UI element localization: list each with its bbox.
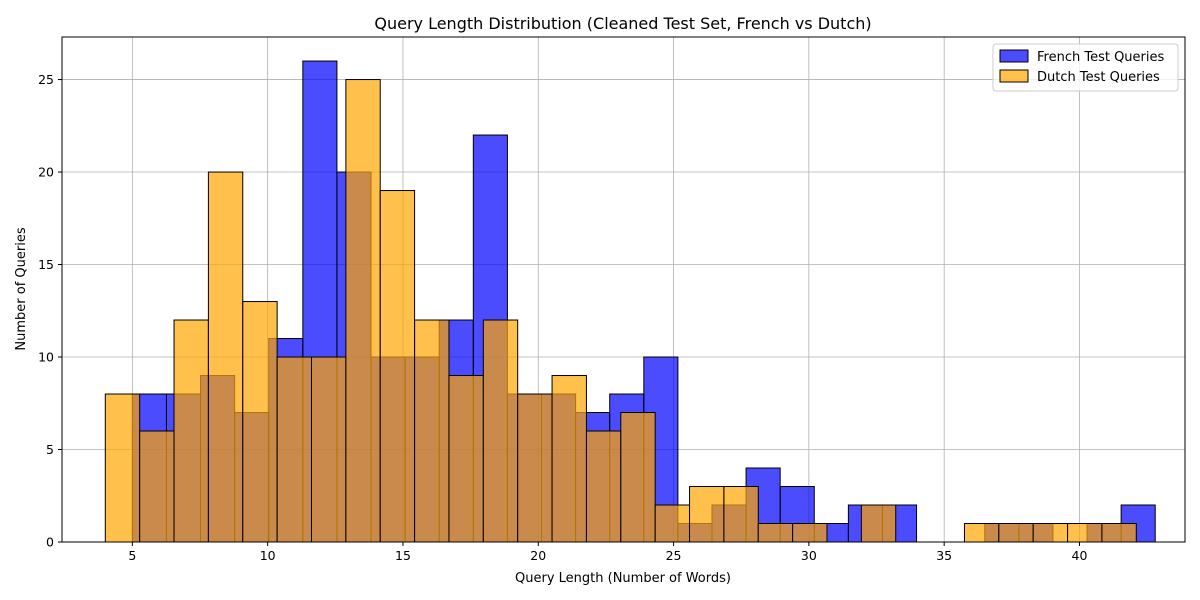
dutch-bar	[104, 393, 141, 543]
x-tick-label: 15	[395, 548, 411, 563]
x-tick-label: 10	[260, 548, 276, 563]
x-tick-label: 30	[801, 548, 817, 563]
legend-swatch-french	[999, 49, 1029, 63]
dutch-bar	[654, 504, 691, 543]
y-tick-label: 20	[38, 165, 54, 180]
dutch-bar	[139, 430, 175, 543]
y-tick-label: 5	[46, 442, 54, 457]
dutch-bar	[448, 375, 484, 543]
dutch-bar	[963, 523, 1000, 543]
legend-swatch-dutch	[999, 69, 1029, 83]
plot-frame	[61, 36, 1186, 543]
x-tick-label: 20	[530, 548, 546, 563]
dutch-bar	[585, 430, 622, 543]
dutch-bar	[1067, 523, 1103, 543]
dutch-bar	[757, 523, 794, 543]
x-tick-label: 25	[666, 548, 682, 563]
x-axis-label: Query Length (Number of Words)	[515, 571, 731, 586]
y-axis-label: Number of Queries	[14, 227, 29, 350]
dutch-bar	[310, 356, 347, 543]
dutch-bar	[998, 523, 1034, 543]
y-tick-label: 15	[38, 257, 54, 272]
dutch-bar	[173, 319, 209, 543]
chart-title: Query Length Distribution (Cleaned Test …	[374, 14, 871, 33]
dutch-bar	[723, 486, 759, 543]
y-tick-label: 25	[38, 72, 54, 87]
x-tick-label: 35	[936, 548, 952, 563]
dutch-bar	[860, 504, 897, 543]
x-axis-ticks: 5 10 15 20 25 30 35 40	[128, 542, 1087, 563]
dutch-bar	[517, 393, 553, 543]
dutch-bars	[104, 79, 1137, 543]
dutch-bar	[207, 171, 244, 543]
dutch-bar	[276, 356, 312, 543]
x-tick-label: 5	[128, 548, 136, 563]
dutch-bar	[689, 486, 725, 543]
dutch-bar	[414, 319, 450, 543]
dutch-bar	[379, 190, 416, 543]
legend-label-french: French Test Queries	[1037, 50, 1165, 65]
dutch-bar	[620, 412, 656, 543]
dutch-bar	[1032, 523, 1069, 543]
legend: French Test Queries Dutch Test Queries	[992, 43, 1179, 92]
x-tick-label: 40	[1072, 548, 1088, 563]
legend-label-dutch: Dutch Test Queries	[1037, 70, 1160, 85]
dutch-bar	[345, 79, 381, 543]
dutch-bar	[551, 375, 587, 543]
dutch-bar	[792, 523, 828, 543]
dutch-bar	[242, 301, 278, 543]
legend-box	[992, 43, 1179, 92]
y-tick-label: 10	[38, 350, 54, 365]
dutch-bar	[482, 319, 519, 543]
y-tick-label: 0	[46, 535, 54, 550]
y-axis-ticks: 0 5 10 15 20 25	[38, 72, 62, 550]
dutch-bar	[1101, 523, 1137, 543]
